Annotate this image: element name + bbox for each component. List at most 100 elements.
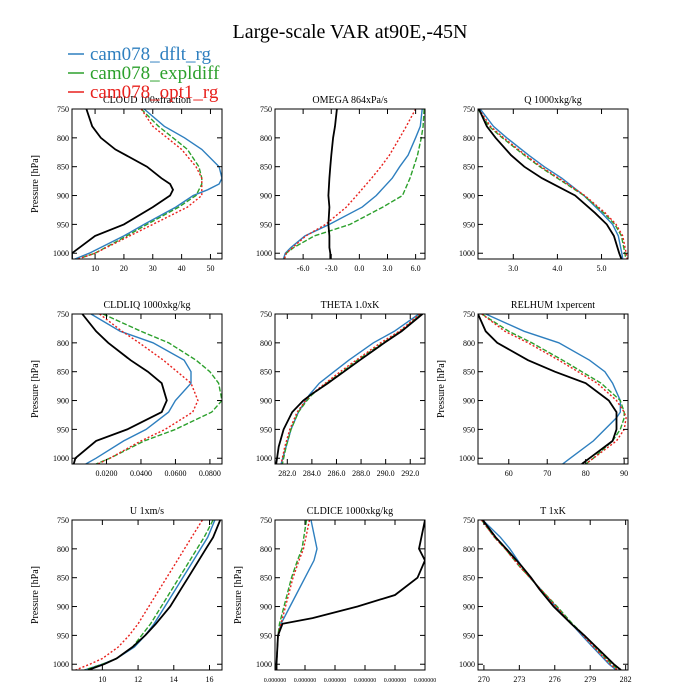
- series-line: [327, 109, 338, 259]
- panel-title: CLDLIQ 1000xkg/kg: [104, 300, 191, 311]
- y-tick-label: 900: [463, 397, 475, 406]
- x-tick-label: 0.0200: [95, 469, 117, 478]
- x-tick-label: 6.0: [411, 264, 421, 273]
- y-tick-label: 1000: [459, 454, 475, 463]
- series-line: [282, 109, 423, 259]
- x-tick-label: 50: [206, 264, 214, 273]
- chart-panel: U 1xm/s Pressure [hPa] 750 800 850 900 950 1000…: [30, 506, 223, 684]
- chart-panel: RELHUM 1xpercent Pressure [hPa] 750 800 850 9…: [436, 300, 629, 478]
- y-tick-label: 750: [463, 516, 475, 525]
- y-tick-label: 850: [57, 574, 69, 583]
- y-tick-label: 1000: [459, 660, 475, 669]
- y-tick-label: 800: [57, 339, 69, 348]
- panel-title: CLOUD 100xfraction: [103, 95, 191, 106]
- x-tick-label: 80: [582, 469, 590, 478]
- y-tick-label: 750: [260, 516, 272, 525]
- y-axis-label: Pressure [hPa]: [30, 566, 41, 624]
- y-tick-label: 950: [260, 631, 272, 640]
- chart-panel: OMEGA 864xPa/s 750 800 850 900 950 1000 -6.0 -3.…: [256, 95, 426, 273]
- x-tick-label: 90: [620, 469, 628, 478]
- y-tick-label: 1000: [459, 249, 475, 258]
- x-tick-label: 0.000000: [324, 678, 347, 684]
- series-line: [275, 520, 308, 670]
- series-line: [84, 520, 214, 670]
- y-tick-label: 950: [57, 220, 69, 229]
- series-line: [481, 314, 625, 464]
- series-line: [85, 314, 192, 464]
- x-tick-label: 0.0800: [199, 469, 221, 478]
- x-tick-label: 288.0: [352, 469, 370, 478]
- legend-label: cam078_expldiff: [90, 63, 220, 84]
- panel-title: U 1xm/s: [130, 506, 164, 517]
- y-tick-label: 850: [260, 163, 272, 172]
- legend-entry: cam078_opt1_rg: [68, 82, 219, 103]
- figure-title: Large-scale VAR at90E,-45N: [233, 21, 468, 43]
- series-line: [72, 314, 168, 464]
- chart-panel: Q 1000xkg/kg 750 800 850 900 950 1000 3.0 4.0 5.0: [459, 95, 629, 273]
- x-tick-label: 4.0: [552, 264, 562, 273]
- y-tick-label: 850: [463, 163, 475, 172]
- y-tick-label: 800: [463, 339, 475, 348]
- y-tick-label: 850: [260, 368, 272, 377]
- series-line: [77, 109, 203, 259]
- panel-title: RELHUM 1xpercent: [511, 300, 595, 311]
- plot-frame: [71, 313, 223, 465]
- chart-panel: THETA 1.0xK 750 800 850 900 950 1000 282.0 284.0…: [256, 300, 426, 478]
- x-tick-label: 0.000000: [354, 678, 377, 684]
- x-tick-label: 273: [513, 675, 525, 684]
- y-tick-label: 750: [57, 310, 69, 319]
- panels: CLOUD 100xfraction Pressure [hPa] 750 800 85…: [30, 95, 632, 684]
- series-line: [275, 520, 311, 670]
- y-tick-label: 950: [57, 425, 69, 434]
- y-axis-label: Pressure [hPa]: [233, 566, 244, 624]
- series-line: [480, 520, 620, 670]
- x-tick-label: 10: [91, 264, 99, 273]
- series-line: [77, 109, 203, 259]
- plot-frame: [477, 313, 629, 465]
- series-line: [97, 314, 199, 464]
- y-tick-label: 900: [260, 603, 272, 612]
- series-line: [481, 520, 622, 670]
- y-tick-label: 950: [463, 220, 475, 229]
- panel-title: CLDICE 1000xkg/kg: [307, 506, 393, 517]
- x-tick-label: 70: [543, 469, 551, 478]
- x-tick-label: 0.000000: [264, 678, 287, 684]
- chart-panel: CLDLIQ 1000xkg/kg Pressure [hPa] 750 800 850…: [30, 300, 223, 478]
- x-tick-label: 284.0: [303, 469, 321, 478]
- series-line: [480, 520, 618, 670]
- plot-frame: [274, 108, 426, 260]
- series-line: [74, 109, 222, 259]
- plot-frame: [274, 519, 426, 671]
- x-tick-label: 270: [478, 675, 490, 684]
- y-tick-label: 950: [463, 425, 475, 434]
- x-tick-label: 279: [584, 675, 596, 684]
- y-axis-label: Pressure [hPa]: [30, 155, 41, 213]
- plot-frame: [274, 313, 426, 465]
- y-tick-label: 750: [463, 310, 475, 319]
- x-tick-label: 0.0: [354, 264, 364, 273]
- y-tick-label: 800: [57, 545, 69, 554]
- x-tick-label: 0.000000: [294, 678, 317, 684]
- y-tick-label: 1000: [53, 660, 69, 669]
- y-tick-label: 950: [260, 220, 272, 229]
- x-tick-label: 3.0: [383, 264, 393, 273]
- y-tick-label: 750: [260, 105, 272, 114]
- y-tick-label: 1000: [256, 249, 272, 258]
- x-tick-label: 40: [178, 264, 186, 273]
- y-tick-label: 1000: [256, 660, 272, 669]
- series-line: [72, 109, 175, 259]
- y-tick-label: 800: [260, 134, 272, 143]
- series-line: [87, 520, 222, 670]
- series-line: [275, 520, 425, 670]
- y-tick-label: 900: [463, 192, 475, 201]
- y-tick-label: 800: [57, 134, 69, 143]
- x-tick-label: 286.0: [327, 469, 345, 478]
- series-line: [485, 314, 621, 464]
- x-tick-label: 0.0400: [130, 469, 152, 478]
- x-tick-label: 20: [120, 264, 128, 273]
- series-line: [481, 314, 627, 464]
- y-axis-label: Pressure [hPa]: [30, 360, 41, 418]
- series-line: [75, 520, 203, 670]
- series-line: [275, 314, 424, 464]
- series-line: [275, 520, 318, 670]
